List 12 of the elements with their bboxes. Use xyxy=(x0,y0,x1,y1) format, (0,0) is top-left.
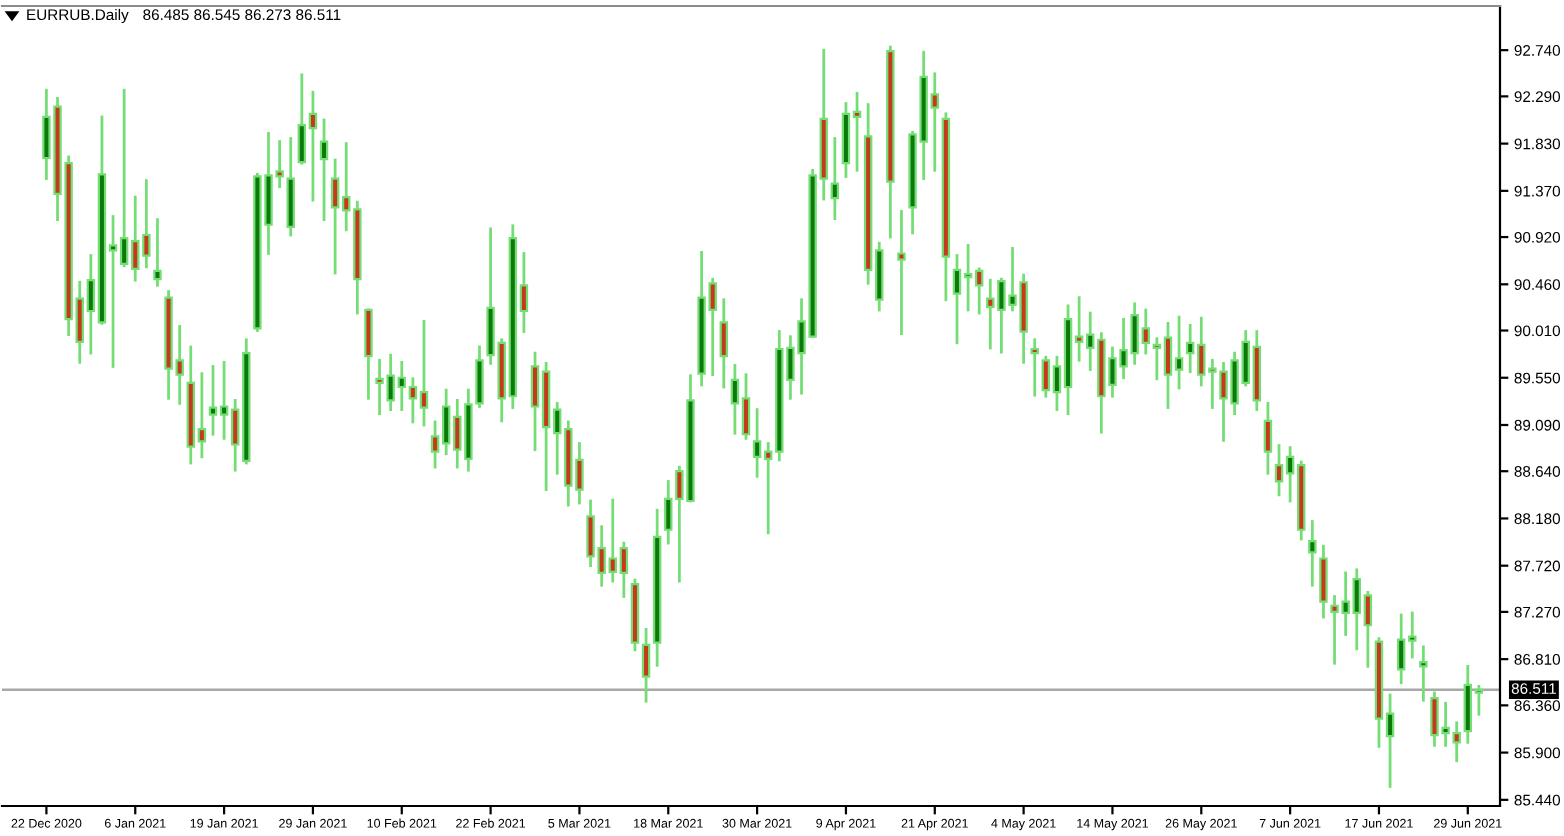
candlestick xyxy=(641,627,651,703)
candlestick xyxy=(719,298,729,389)
candlestick xyxy=(319,118,329,221)
candlestick xyxy=(897,210,906,335)
candlestick xyxy=(153,218,162,287)
candlestick xyxy=(1263,402,1273,475)
candlestick xyxy=(1308,520,1317,587)
candlestick xyxy=(1419,645,1428,702)
candlestick xyxy=(1319,544,1328,619)
candlestick xyxy=(830,137,840,220)
candlestick xyxy=(1030,338,1039,397)
candlestick xyxy=(364,308,373,400)
